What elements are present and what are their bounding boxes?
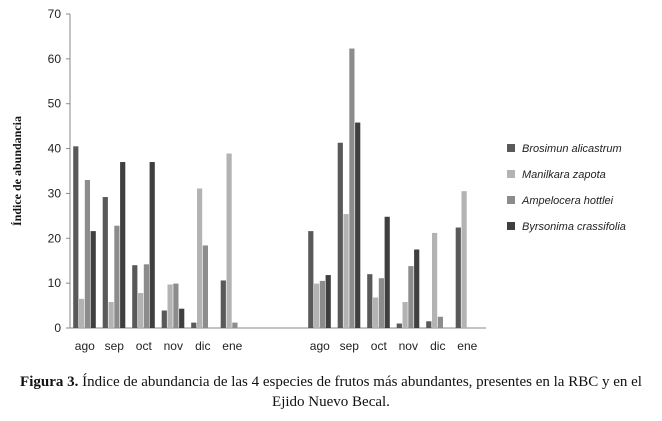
x-tick-label: ago [75,339,95,353]
y-axis: 0 10 20 30 40 50 60 70 [48,7,71,335]
x-tick-label: dic [195,339,210,353]
bar [84,179,90,328]
bar [325,275,331,328]
bar [337,142,343,328]
bar [308,231,314,328]
bar [90,231,96,328]
bar [114,225,120,328]
legend-swatch [507,196,515,204]
bar [343,214,349,328]
y-tick-label: 40 [48,142,62,156]
y-tick-label: 30 [48,186,62,200]
bar [402,301,408,328]
bar [455,227,461,328]
bar [319,280,325,328]
y-tick-label: 20 [48,231,62,245]
y-axis-label: Índice de abundancia [10,116,24,226]
x-tick-label: ene [222,339,242,353]
bar [232,322,238,328]
legend-swatch [507,144,515,152]
y-tick-label: 60 [48,52,62,66]
y-tick-label: 10 [48,276,62,290]
bar [138,293,144,328]
bar [432,232,438,328]
legend-entry: Ampelocera hottlei [521,195,614,207]
legend-swatch [507,170,515,178]
bar [408,266,414,328]
x-axis: ago sep oct nov dic ene ago sep oct nov dic ene [70,327,486,353]
bar [437,316,443,328]
x-tick-label: nov [399,339,418,353]
bar [167,284,173,328]
caption-label: Figura 3. [20,374,79,390]
bar [132,265,138,328]
x-tick-label: dic [430,339,445,353]
bars [73,48,467,328]
y-tick-label: 70 [48,7,62,21]
x-tick-label: ago [310,339,330,353]
bar [161,310,167,328]
bar [426,321,432,328]
bar [143,264,149,328]
bar [149,162,155,328]
bar [355,122,361,328]
legend-swatch [507,222,515,230]
y-tick-label: 50 [48,97,62,111]
bar [314,283,320,328]
bar [173,283,179,328]
bar [120,162,126,328]
bar [378,278,384,328]
figure-caption: Figura 3. Índice de abundancia de las 4 … [8,372,654,412]
bar [349,48,355,328]
x-tick-label: sep [105,339,125,353]
bar [220,280,226,328]
bar [373,297,379,328]
y-tick-label: 0 [54,321,61,335]
bar [79,298,85,328]
bar [202,245,208,328]
bar [461,191,467,328]
legend-entry: Brosimun alicastrum [522,143,622,155]
bar [108,301,114,328]
bar [396,323,402,328]
bar [73,146,79,328]
bar [197,188,203,328]
x-tick-label: nov [164,339,183,353]
bar [179,308,185,328]
bar [191,322,197,328]
x-tick-label: ene [457,339,477,353]
legend-entry: Byrsonima crassifolia [522,221,626,233]
caption-text: Índice de abundancia de las 4 especies d… [78,374,642,410]
x-tick-label: oct [371,339,388,353]
bar [367,274,373,328]
bar [384,216,390,328]
legend: Brosimun alicastrum Manilkara zapota Ampel… [507,143,626,233]
x-tick-label: sep [340,339,360,353]
bar [226,153,232,328]
x-tick-label: oct [136,339,153,353]
bar [102,197,108,328]
bar [414,249,420,328]
legend-entry: Manilkara zapota [522,169,606,181]
